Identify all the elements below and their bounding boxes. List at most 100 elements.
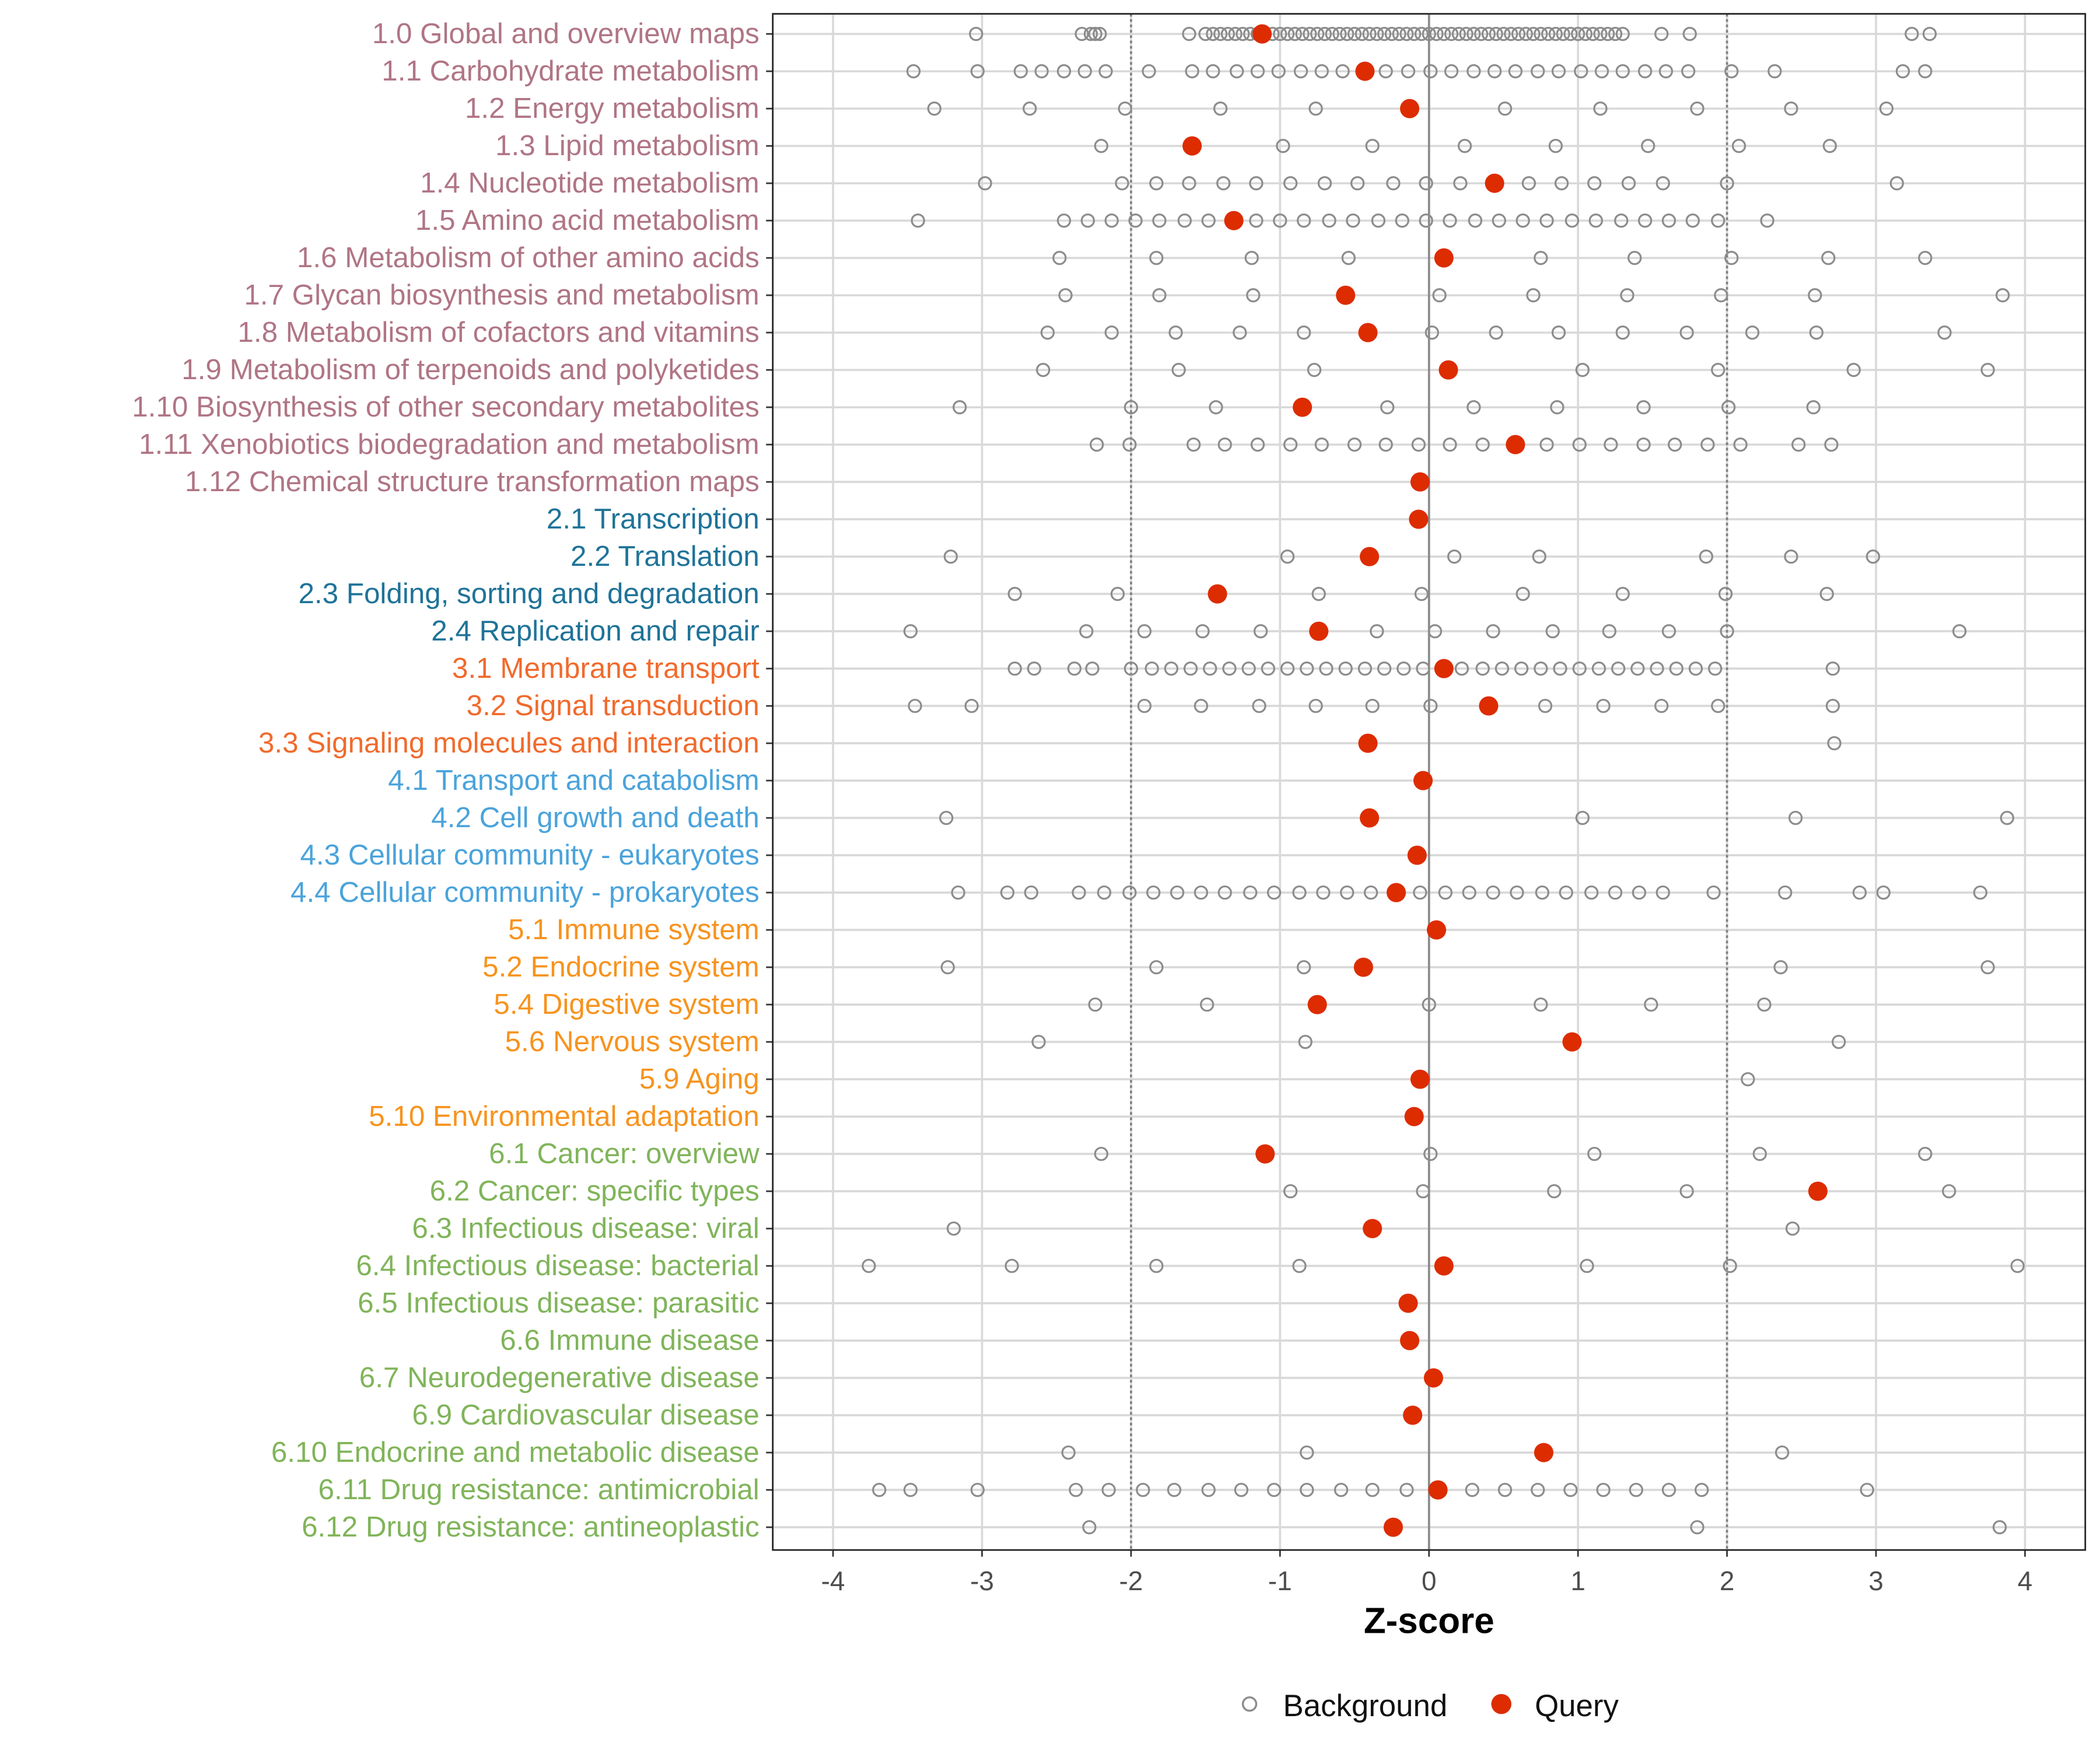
background-point — [970, 64, 985, 79]
background-point — [1414, 26, 1429, 41]
background-point — [1489, 325, 1503, 340]
background-point — [1149, 176, 1164, 191]
background-point — [1201, 213, 1216, 228]
category-row: 1.9 Metabolism of terpenoids and polyket… — [181, 354, 1995, 386]
background-point — [1194, 698, 1209, 713]
query-point — [1336, 285, 1356, 305]
query-point — [1307, 995, 1327, 1014]
category-label: 5.10 Environmental adaptation — [369, 1100, 760, 1132]
background-point — [1685, 213, 1700, 228]
category-row: 1.2 Energy metabolism — [465, 92, 1894, 124]
background-point — [1295, 26, 1310, 41]
background-point — [1216, 176, 1231, 191]
background-point — [1443, 213, 1457, 228]
background-point — [1593, 26, 1608, 41]
category-row: 6.1 Cancer: overview — [489, 1138, 1933, 1170]
background-point — [1438, 885, 1453, 900]
background-point — [1785, 1221, 1800, 1236]
background-point — [1377, 661, 1392, 676]
category-row: 5.6 Nervous system — [505, 1026, 1846, 1058]
query-point — [1409, 509, 1429, 529]
background-point — [1516, 213, 1530, 228]
background-point — [1615, 26, 1630, 41]
background-point — [1292, 885, 1307, 900]
query-point — [1309, 621, 1329, 641]
category-label: 6.3 Infectious disease: viral — [412, 1212, 759, 1244]
background-point — [1416, 661, 1430, 676]
background-point — [978, 176, 992, 191]
background-point — [1201, 1482, 1216, 1497]
background-point — [1465, 1482, 1479, 1497]
background-point — [1149, 1258, 1164, 1273]
background-point — [1317, 176, 1332, 191]
background-point — [1604, 437, 1618, 452]
background-point — [939, 810, 954, 825]
background-point — [1252, 698, 1266, 713]
background-point — [1860, 1482, 1874, 1497]
background-point — [1357, 661, 1373, 676]
background-point — [1347, 26, 1362, 41]
query-point — [1413, 771, 1433, 790]
background-point — [1249, 213, 1264, 228]
background-point — [1721, 400, 1736, 415]
background-point — [1694, 1482, 1709, 1497]
legend-background-label: Background — [1283, 1689, 1447, 1723]
background-point — [1182, 176, 1196, 191]
background-point — [1067, 661, 1082, 676]
background-point — [1052, 250, 1067, 265]
background-point — [1444, 26, 1459, 41]
background-point — [1080, 213, 1095, 228]
background-point — [1183, 661, 1198, 676]
background-point — [1466, 400, 1481, 415]
background-point — [1013, 64, 1028, 79]
background-point — [1097, 885, 1112, 900]
background-point — [1365, 1482, 1380, 1497]
background-point — [1879, 101, 1894, 116]
background-point — [1307, 362, 1322, 377]
category-label: 5.2 Endocrine system — [482, 951, 760, 983]
background-point — [1170, 885, 1185, 900]
background-point — [1280, 549, 1295, 564]
background-point — [1668, 437, 1682, 452]
background-point — [1422, 26, 1436, 41]
category-label: 6.2 Cancer: specific types — [430, 1175, 760, 1207]
background-point — [1088, 26, 1102, 41]
category-row: 4.2 Cell growth and death — [431, 802, 2014, 834]
background-point — [1413, 885, 1427, 900]
background-point — [906, 64, 921, 79]
background-point — [1591, 661, 1606, 676]
category-label: 4.1 Transport and catabolism — [388, 764, 760, 796]
background-point — [1122, 437, 1137, 452]
background-point — [1077, 64, 1092, 79]
background-point — [1392, 26, 1406, 41]
background-point — [1475, 437, 1490, 452]
background-point — [1656, 885, 1670, 900]
background-point — [1354, 26, 1369, 41]
category-row: 1.3 Lipid metabolism — [495, 130, 1837, 162]
category-row: 6.11 Drug resistance: antimicrobial — [318, 1474, 1874, 1506]
background-point — [1246, 288, 1261, 303]
background-point — [1700, 437, 1715, 452]
x-tick-label: 1 — [1570, 1566, 1586, 1596]
background-point — [1760, 213, 1774, 228]
background-point — [1317, 26, 1332, 41]
background-point — [1497, 101, 1513, 116]
category-row: 1.6 Metabolism of other amino acids — [297, 242, 1933, 274]
category-row: 1.5 Amino acid metabolism — [415, 204, 1774, 236]
background-point — [1724, 250, 1739, 265]
background-point — [1378, 64, 1393, 79]
category-row: 3.2 Signal transduction — [467, 690, 1840, 722]
background-point — [1768, 64, 1782, 79]
x-axis-ticks: -4 -3 -2 -1 0 1 2 3 4 — [821, 1550, 2032, 1596]
background-point — [1250, 64, 1265, 79]
background-point — [1297, 960, 1311, 975]
background-point — [903, 1482, 918, 1497]
background-point — [1194, 885, 1209, 900]
query-point — [1562, 1032, 1582, 1052]
background-point — [1518, 26, 1533, 41]
background-point — [1308, 101, 1323, 116]
category-label: 1.5 Amino acid metabolism — [415, 204, 760, 236]
background-point — [1378, 437, 1393, 452]
background-point — [1149, 960, 1164, 975]
background-point — [1332, 26, 1347, 41]
